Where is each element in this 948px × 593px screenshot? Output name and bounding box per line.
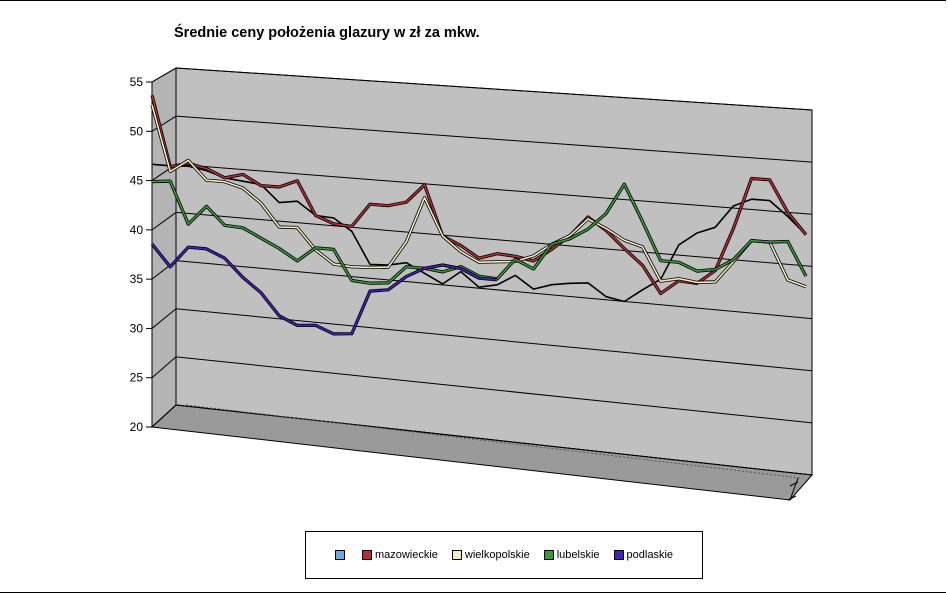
- legend-item-podlaskie: podlaskie: [613, 549, 674, 561]
- y-tick-label: 35: [130, 272, 144, 286]
- legend-label-podlaskie: podlaskie: [626, 549, 674, 561]
- gridline-side: [151, 356, 177, 379]
- y-tick-label: 40: [130, 223, 144, 237]
- y-tick-label: 45: [130, 174, 144, 188]
- legend-swatch-wielkopolskie: [451, 550, 462, 560]
- gridline-side: [151, 308, 177, 329]
- y-tick-label: 25: [130, 371, 144, 385]
- legend-item-wielkopolskie: wielkopolskie: [451, 549, 530, 561]
- gridline-side: [151, 115, 177, 132]
- chart-title: Średnie ceny położenia glazury w zł za m…: [174, 25, 480, 41]
- legend-item-unnamed: [334, 550, 348, 560]
- legend: mazowieckie wielkopolskie lubelskie podl…: [305, 531, 703, 579]
- x-axis-edge: [789, 477, 799, 501]
- y-axis-ticks: 20 25 30 35 40 45 50 55: [130, 75, 153, 434]
- legend-swatch-unnamed: [334, 550, 345, 560]
- series-lines: [150, 94, 808, 336]
- legend-swatch-lubelskie: [543, 550, 554, 560]
- series-line-wielkopolskie: [151, 104, 807, 288]
- x-axis: [787, 477, 799, 501]
- floor-dash: [185, 404, 801, 479]
- legend-label-mazowieckie: mazowieckie: [374, 549, 438, 561]
- legend-swatch-mazowieckie: [361, 550, 372, 560]
- series-line-podlaskie: [151, 243, 498, 335]
- gridline: [175, 163, 813, 215]
- x-tick-mark: [787, 495, 797, 501]
- legend-label-wielkopolskie: wielkopolskie: [464, 549, 530, 561]
- y-tick-label: 50: [130, 124, 144, 138]
- gridline: [175, 211, 813, 267]
- x-tick-mark: [789, 481, 799, 487]
- gridline-side: [151, 404, 177, 428]
- back-wall: [175, 67, 813, 476]
- gridline: [175, 67, 813, 111]
- gridline: [175, 356, 813, 424]
- legend-item-lubelskie: lubelskie: [543, 549, 600, 561]
- legend-item-mazowieckie: mazowieckie: [361, 549, 438, 561]
- plot-walls: [150, 67, 814, 501]
- y-tick-label: 30: [130, 321, 144, 335]
- gridline-side: [151, 67, 177, 83]
- series-line-lubelskie: [151, 180, 807, 284]
- legend-swatch-podlaskie: [613, 550, 624, 560]
- gridline-side: [151, 212, 177, 231]
- gridline: [175, 115, 813, 163]
- legend-label-lubelskie: lubelskie: [556, 549, 600, 561]
- gridline: [175, 260, 813, 320]
- y-tick-label: 20: [130, 420, 144, 434]
- y-tick-label: 55: [130, 75, 144, 89]
